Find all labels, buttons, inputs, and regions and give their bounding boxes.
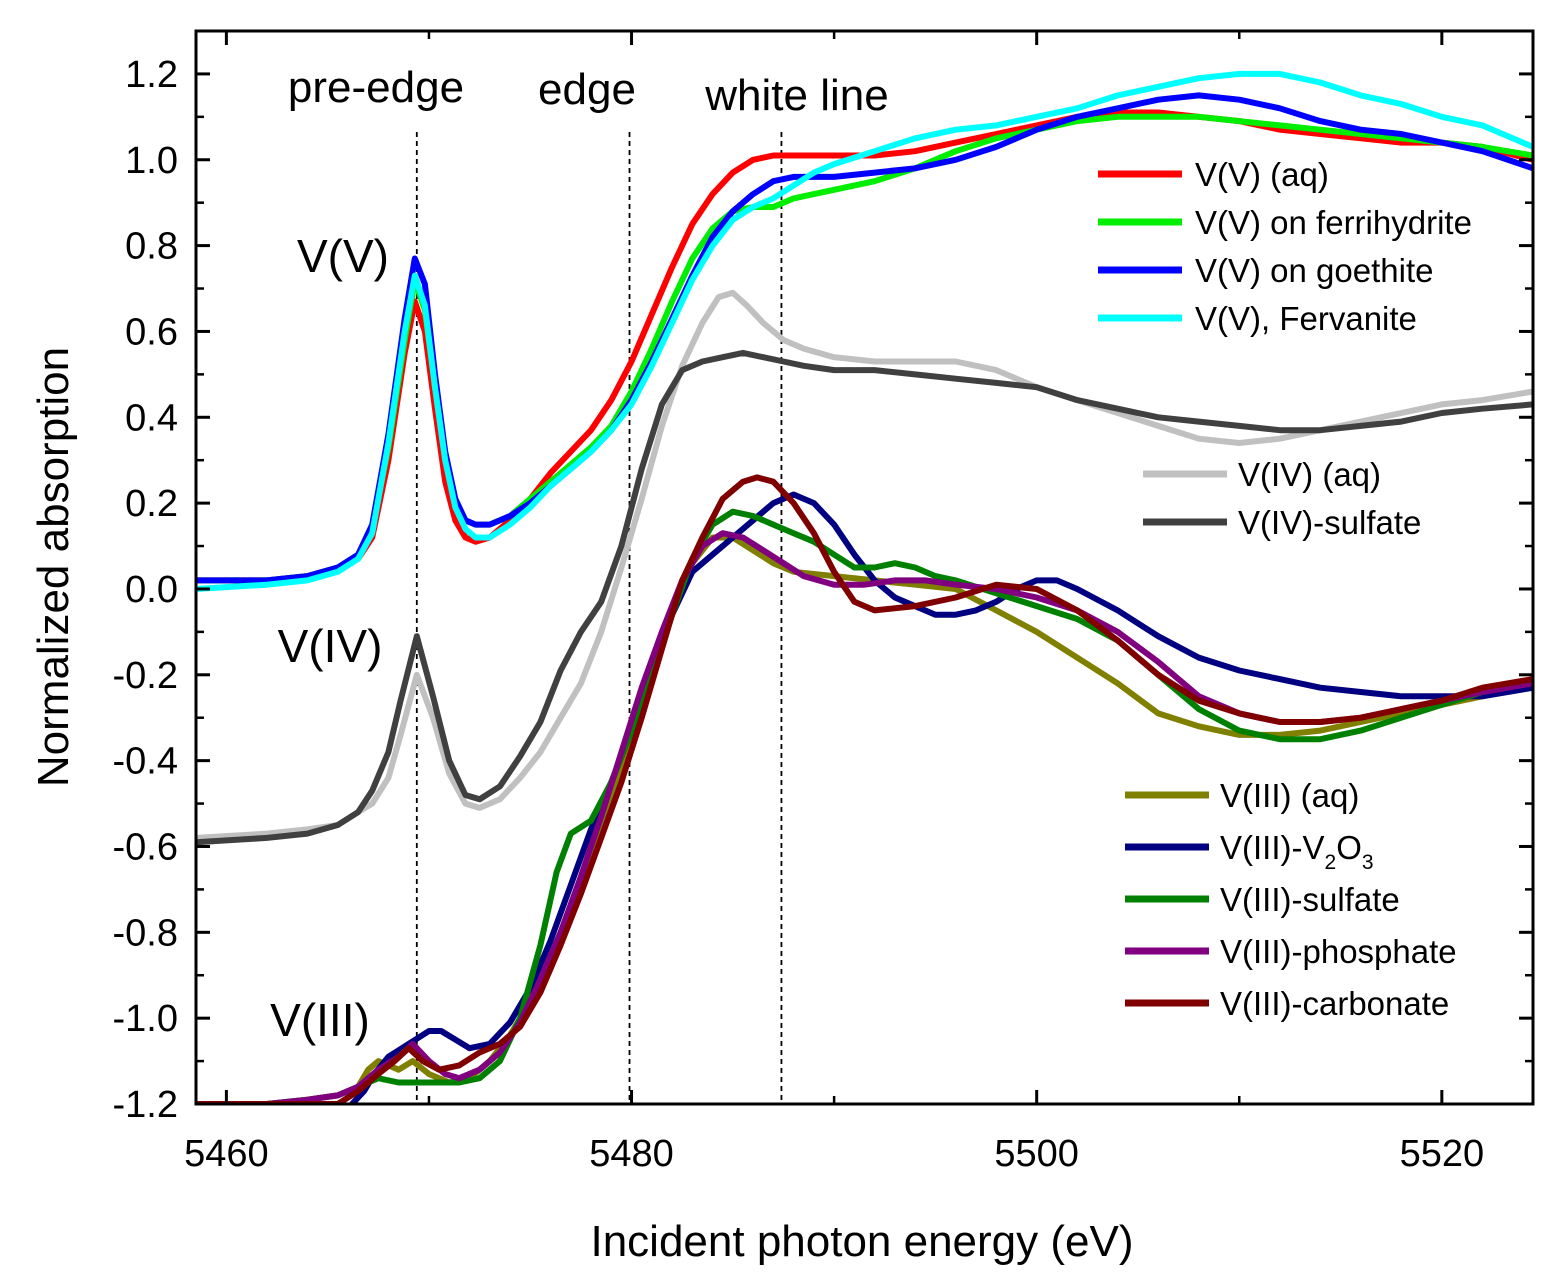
plot-frame xyxy=(194,29,1535,1106)
x-tick-label: 5460 xyxy=(184,1133,269,1175)
y-tick-label: 0.4 xyxy=(125,397,178,439)
region-lines xyxy=(415,132,783,1104)
y-tick-label: 0.2 xyxy=(125,483,178,525)
x-tick-label: 5520 xyxy=(1400,1133,1485,1175)
y-tick-label: -0.6 xyxy=(113,826,178,868)
y-tick-label: -1.0 xyxy=(113,998,178,1040)
y-tick-label: 1.0 xyxy=(125,140,178,182)
series-line-v-iii-carbonate xyxy=(196,474,1533,1104)
y-axis: -1.2 -1.0 -0.8 -0.6 -0.4 -0.2 0.0 0.2 0.4 0.6 0.8 1… xyxy=(113,54,1533,1126)
y-tick-label: -0.4 xyxy=(113,741,178,783)
legend-label-v-iii-phosphate: V(III)-phosphate xyxy=(1220,933,1457,970)
legend-label-v-iii-aq: V(III) (aq) xyxy=(1220,777,1359,814)
series-tag-vv: V(V) xyxy=(297,230,389,282)
region-label-white-line: white line xyxy=(704,71,888,120)
series-line-v-v-fervanite xyxy=(196,70,1533,592)
y-tick-label: -1.2 xyxy=(113,1084,178,1126)
y-tick-label: 0.8 xyxy=(125,226,178,268)
y-axis-title: Normalized absorption xyxy=(29,347,78,787)
y-tick-label: -0.8 xyxy=(113,912,178,954)
region-label-pre-edge: pre-edge xyxy=(288,63,464,112)
series-line-v-iv-aq xyxy=(196,289,1533,841)
series-line-v-iii-sulfate xyxy=(196,508,1533,1104)
legend-label-v-v-aq: V(V) (aq) xyxy=(1195,156,1329,193)
series-line-v-iii-v2o3 xyxy=(349,491,1533,1104)
series-lines xyxy=(196,70,1533,1104)
region-label-edge: edge xyxy=(538,65,636,114)
x-tick-label: 5500 xyxy=(994,1133,1079,1175)
y-tick-label: 0.6 xyxy=(125,311,178,353)
legend-label-v-v-on-goethite: V(V) on goethite xyxy=(1195,252,1433,289)
x-tick-label: 5480 xyxy=(589,1133,674,1175)
legend-label-v-v-on-ferrihydrite: V(V) on ferrihydrite xyxy=(1195,204,1472,241)
y-tick-label: 1.2 xyxy=(125,54,178,96)
series-tag-viii: V(III) xyxy=(270,994,370,1046)
series-tag-viv: V(IV) xyxy=(278,620,383,672)
legend-label-v-iv-aq: V(IV) (aq) xyxy=(1238,456,1381,493)
region-labels: pre-edge edge white line xyxy=(288,63,889,120)
legend-label-v-iii-sulfate: V(III)-sulfate xyxy=(1220,881,1400,918)
series-line-v-iv-sulfate xyxy=(196,349,1533,846)
x-axis-title: Incident photon energy (eV) xyxy=(590,1217,1133,1266)
y-tick-label: -0.2 xyxy=(113,655,178,697)
legend-label-v-iii-carbonate: V(III)-carbonate xyxy=(1220,985,1449,1022)
legend: V(V) (aq) V(V) on ferrihydrite V(V) on goe… xyxy=(1098,156,1472,1022)
legend-label-v-iii-v2o3: V(III)-V2O3 xyxy=(1220,829,1374,874)
x-axis: 5460 5480 5500 5520 xyxy=(184,31,1484,1175)
legend-label-v-v-fervanite: V(V), Fervanite xyxy=(1195,300,1417,337)
y-tick-label: 0.0 xyxy=(125,569,178,611)
plot-area xyxy=(194,29,1535,1106)
legend-label-v-iv-sulfate: V(IV)-sulfate xyxy=(1238,504,1421,541)
